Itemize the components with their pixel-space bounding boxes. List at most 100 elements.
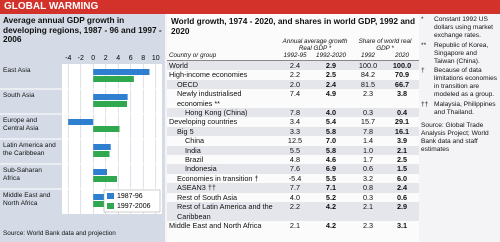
row-label: Developing countries [169, 117, 238, 127]
bar [93, 94, 128, 100]
cell: 0.3 [362, 192, 374, 202]
cell: 1.7 [362, 155, 374, 165]
cell: 16.1 [394, 126, 410, 136]
table-row: Rest of Latin America and the Caribbean 2… [167, 202, 420, 221]
row-label: Rest of Latin America and the Caribbean [177, 202, 273, 221]
cell: 4.8 [289, 155, 301, 165]
note: ** Republic of Korea, Singapore and Taiwa… [421, 42, 498, 66]
cell: 15.7 [360, 117, 376, 127]
cell: 81.5 [360, 79, 376, 89]
row-label: High-income economies [169, 70, 248, 80]
cell: 5.4 [325, 117, 337, 127]
table-row: China 12.5 7.0 1.4 3.9 [167, 136, 419, 145]
cell: 4.6 [325, 155, 337, 165]
legend-label: 1997-2006 [117, 203, 151, 210]
cell: 7.0 [325, 136, 337, 146]
cell: 2.4 [325, 79, 337, 89]
category-label: South Asia [3, 92, 35, 99]
table-row: Hong Kong (China) 7.8 4.0 0.3 0.4 [167, 108, 420, 118]
note-mark: * [421, 16, 424, 23]
table-row: Developing countries 3.4 5.4 15.7 29.1 [167, 117, 419, 126]
bar [93, 101, 127, 107]
header-title: GLOBAL WARMING [0, 0, 500, 14]
cell: 1.0 [362, 145, 374, 155]
x-tick-label: -2 [78, 55, 84, 62]
cell: 3.1 [396, 220, 408, 230]
cell: 7.8 [289, 108, 301, 118]
cell: 6.9 [325, 164, 337, 174]
cell: 4.0 [325, 108, 337, 118]
cell: 4.9 [325, 89, 337, 99]
cell: 2.5 [396, 155, 408, 165]
note: † Because of data limitations economies i… [421, 67, 498, 99]
column-header: 2020 [385, 52, 420, 61]
cell: 6.0 [396, 173, 408, 183]
row-label: World [169, 61, 188, 70]
cell: 7.1 [325, 183, 337, 193]
table-row: Indonesia 7.6 6.9 0.6 1.5 [167, 164, 420, 174]
cell: 5.5 [289, 145, 301, 155]
cell: 0.3 [362, 108, 374, 118]
bar [93, 176, 117, 182]
cell: 84.2 [360, 70, 376, 80]
row-label: Newly industrialised economies ** [177, 89, 242, 108]
x-tick-label: 2 [104, 55, 108, 62]
cell: 0.4 [396, 108, 408, 118]
cell: 100.0 [392, 61, 412, 70]
group-header-row: Annual average growth Real GDP * Share o… [167, 28, 419, 52]
table-row: Middle East and North Africa 2.1 4.2 2.3 3.1 [167, 221, 419, 230]
cell: 5.5 [325, 173, 337, 183]
row-label: Big 5 [177, 126, 194, 136]
cell: 3.3 [289, 126, 301, 136]
group-header: Share of world real GDP * [358, 38, 412, 52]
cell: 3.8 [396, 89, 408, 99]
bar [93, 76, 134, 82]
table-row: OECD 2.0 2.4 81.5 66.7 [167, 79, 420, 90]
category-label: Europe and Central Asia [3, 117, 39, 132]
legend-label: 1987-96 [117, 193, 143, 200]
table-row: India 5.5 5.8 1.0 2.1 [167, 145, 420, 156]
row-label: China [185, 136, 205, 146]
row-label: OECD [177, 79, 199, 89]
chart-title: Average annual GDP growth in developing … [3, 15, 162, 44]
x-tick-label: 4 [116, 55, 120, 62]
table-row: Newly industrialised economies ** 7.4 4.9 2… [167, 89, 419, 108]
row-label: Hong Kong (China) [185, 108, 248, 118]
cell: 2.0 [289, 79, 301, 89]
x-tick-label: 6 [129, 55, 133, 62]
chart: -4 -2 0 2 4 6 8 10 1987-96 1997-2006 [0, 55, 162, 214]
column-header: 1992-2020 [311, 52, 352, 61]
cell: 29.1 [394, 117, 410, 127]
row-label: Rest of South Asia [177, 192, 238, 202]
category-label: Middle East and North Africa [3, 192, 51, 207]
bar [93, 194, 114, 200]
header-cell [167, 28, 279, 52]
cell: 7.7 [289, 183, 301, 193]
cell: -5.4 [288, 173, 302, 183]
cell: 2.1 [362, 202, 374, 212]
row-label: Brazil [185, 155, 204, 165]
row-label: Middle East and North Africa [169, 220, 262, 230]
cell: 2.4 [289, 61, 301, 70]
table-body: World 2.4 2.9 100.0 100.0 High-income economi… [167, 60, 420, 231]
cell: 2.9 [396, 202, 408, 212]
column-header: 1992 [351, 52, 386, 61]
table-row: Brazil 4.8 4.6 1.7 2.5 [167, 155, 419, 164]
row-label: India [185, 145, 201, 155]
cell: 4.2 [325, 202, 337, 212]
category-label: East Asia [3, 67, 31, 74]
bar [93, 144, 111, 150]
category-label: Latin America and the Caribbean [3, 142, 56, 157]
row-header: Country or group [167, 52, 279, 61]
table-row: Rest of South Asia 4.0 5.2 0.3 0.6 [167, 193, 419, 202]
bar [93, 126, 120, 132]
cell: 1.4 [362, 136, 374, 146]
table: Annual average growth Real GDP * Share o… [167, 28, 420, 231]
table-row: World 2.4 2.9 100.0 100.0 [167, 60, 420, 71]
cell: 0.8 [362, 183, 374, 193]
cell: 5.8 [325, 145, 337, 155]
note: †† Malaysia, Philippines and Thailand. [421, 101, 498, 117]
cell: 2.1 [396, 145, 408, 155]
table-row: Big 5 3.3 5.8 7.8 16.1 [167, 126, 420, 137]
cell: 0.6 [362, 164, 374, 174]
